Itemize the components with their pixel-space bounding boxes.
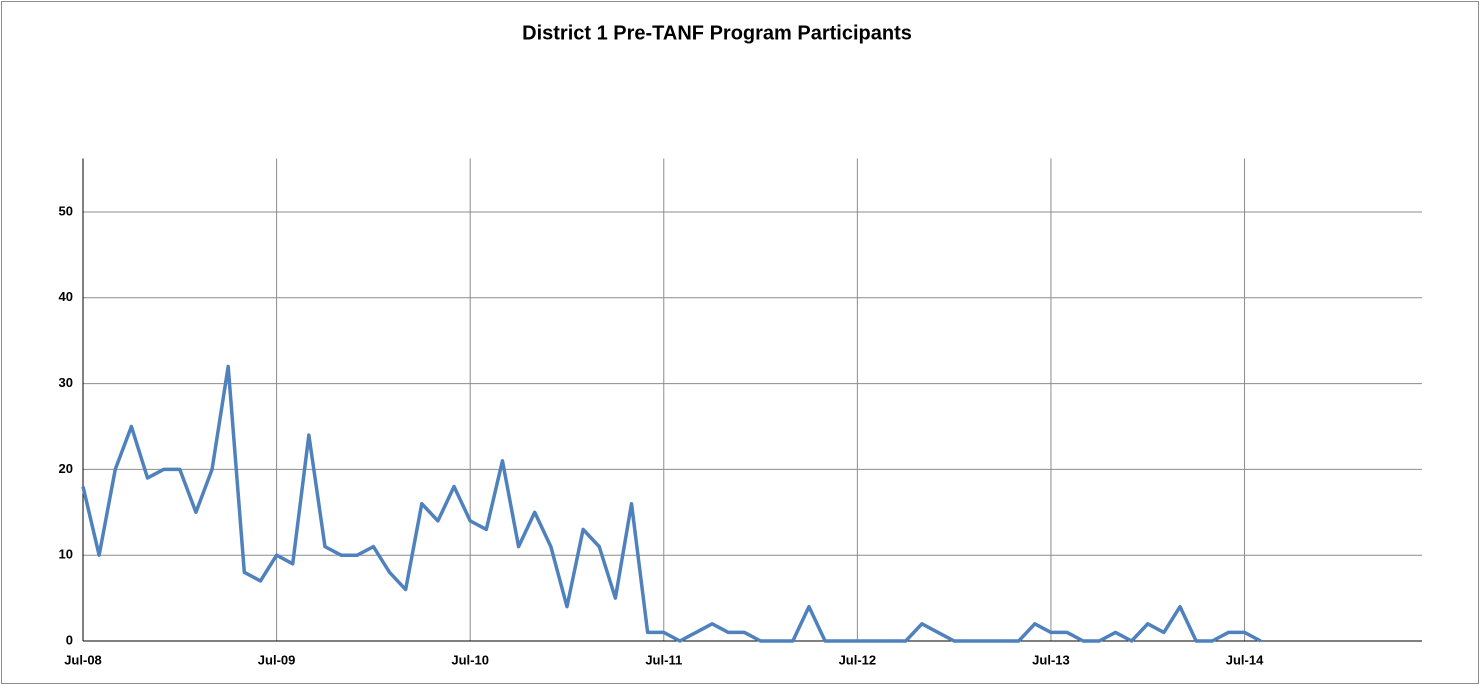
x-tick-label: Jul-12 (839, 652, 877, 667)
x-tick-label: Jul-14 (1226, 652, 1264, 667)
x-tick-label: Jul-10 (451, 652, 489, 667)
x-tick-label: Jul-11 (645, 652, 682, 667)
line-series (81, 364, 1262, 643)
chart-title: District 1 Pre-TANF Program Participants (522, 22, 912, 44)
y-tick-label: 10 (59, 547, 73, 562)
x-tick-label: Jul-13 (1032, 652, 1070, 667)
y-tick-label: 30 (59, 375, 73, 390)
y-tick-label: 40 (59, 289, 73, 304)
y-tick-label: 20 (59, 461, 73, 476)
y-tick-label: 50 (59, 203, 73, 218)
y-tick-label: 0 (66, 632, 73, 647)
x-tick-label: Jul-08 (64, 652, 102, 667)
x-tick-label: Jul-09 (258, 652, 296, 667)
